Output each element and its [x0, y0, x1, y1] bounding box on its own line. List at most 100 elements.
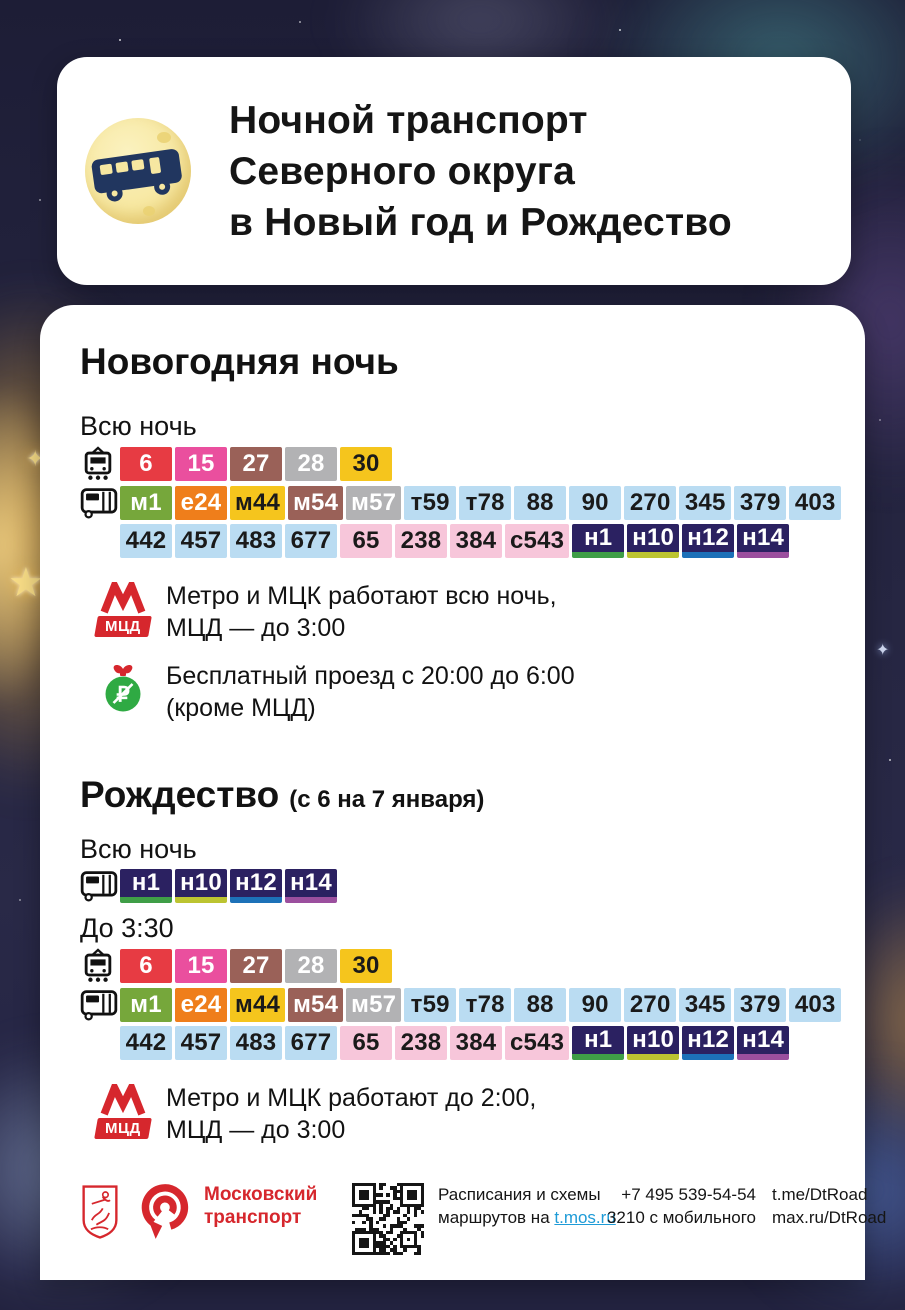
- qr-caption: Расписания и схемы маршрутов на t.mos.ru: [438, 1183, 616, 1229]
- route-badge-н14: н14: [737, 524, 790, 558]
- header-card: Ночной транспорт Северного округа в Новы…: [57, 57, 851, 285]
- tram-badges: 6 15 27 28 30: [120, 447, 392, 481]
- route-badge-457: 457: [175, 1026, 227, 1060]
- metro-note-text: Метро и МЦК работают всю ночь, МЦД — до …: [166, 580, 557, 644]
- free-ride-ornament-icon: ₽: [80, 660, 166, 716]
- bus-badges-row-2: 442 457 483 677 65 238 384 с543 н1 н10 н12 н14: [120, 524, 790, 558]
- route-badge-483: 483: [230, 1026, 282, 1060]
- route-badge-т59: т59: [404, 486, 457, 520]
- route-badge-90: 90: [569, 988, 622, 1022]
- route-badge-30: 30: [340, 949, 392, 983]
- christmas-title-text: Рождество: [80, 774, 280, 815]
- route-badge-н10: н10: [627, 524, 680, 558]
- route-badge-88: 88: [514, 486, 567, 520]
- route-badge-н10: н10: [627, 1026, 680, 1060]
- metro-note-text: Метро и МЦК работают до 2:00, МЦД — до 3…: [166, 1082, 536, 1146]
- bus-badges-row-1: м1 е24 м44 м54 м57 т59 т78 88 90 270 345 379 403: [120, 486, 842, 520]
- route-badge-м57: м57: [346, 988, 402, 1022]
- route-badge-м54: м54: [288, 486, 344, 520]
- route-badge-е24: е24: [175, 988, 227, 1022]
- qr-caption-prefix: маршрутов на: [438, 1208, 555, 1227]
- star-decoration: ✦: [876, 642, 890, 659]
- note-line: Метро и МЦК работают до 2:00,: [166, 1084, 537, 1112]
- route-badge-30: 30: [340, 447, 392, 481]
- route-badge-н10: н10: [175, 869, 227, 903]
- route-badge-483: 483: [230, 524, 282, 558]
- night-badges: н1 н10 н12 н14: [120, 869, 337, 903]
- poster-title-line: Северного округа: [229, 149, 576, 193]
- qr-code: [352, 1183, 424, 1255]
- bus-routes-row-1: м1 е24 м44 м54 м57 т59 т78 88 90 270 345 379 403: [80, 486, 842, 520]
- metro-mcd-icon: МЦД: [80, 580, 166, 637]
- route-badge-15: 15: [175, 949, 227, 983]
- social-links: t.me/DtRoad max.ru/DtRoad: [772, 1183, 886, 1229]
- christmas-title-note: (с 6 на 7 января): [289, 786, 485, 813]
- moscow-transport-brand-text: Московский транспорт: [204, 1183, 317, 1229]
- route-badge-28: 28: [285, 447, 337, 481]
- route-badge-27: 27: [230, 447, 282, 481]
- route-badge-6: 6: [120, 949, 172, 983]
- route-badge-н12: н12: [682, 524, 735, 558]
- route-badge-677: 677: [285, 1026, 337, 1060]
- route-badge-238: 238: [395, 1026, 447, 1060]
- main-card: Новогодняя ночь Всю ночь 6 15 27 28 30 м1 е24: [40, 305, 865, 1280]
- brand-line: транспорт: [204, 1207, 302, 1228]
- route-badge-384: 384: [450, 1026, 502, 1060]
- route-badge-403: 403: [789, 988, 842, 1022]
- route-badge-м57: м57: [346, 486, 402, 520]
- note-line: МЦД — до 3:00: [166, 1116, 346, 1144]
- night-bus-routes-row: н1 н10 н12 н14: [80, 869, 827, 903]
- route-badge-384: 384: [450, 524, 502, 558]
- section-title-christmas: Рождество (с 6 на 7 января): [80, 774, 827, 816]
- route-badge-6: 6: [120, 447, 172, 481]
- route-badge-442: 442: [120, 1026, 172, 1060]
- until-330-label: До 3:30: [80, 913, 174, 943]
- route-badge-345: 345: [679, 988, 732, 1022]
- route-badge-677: 677: [285, 524, 337, 558]
- max-link-text: max.ru/DtRoad: [772, 1208, 887, 1227]
- route-badge-м54: м54: [288, 988, 344, 1022]
- route-badge-м44: м44: [230, 988, 286, 1022]
- route-badge-270: 270: [624, 486, 677, 520]
- qr-caption-line: маршрутов на t.mos.ru: [438, 1206, 616, 1229]
- route-badge-88: 88: [514, 988, 567, 1022]
- free-ride-note: ₽ Бесплатный проезд с 20:00 до 6:00 (кро…: [80, 660, 827, 724]
- route-badge-н14: н14: [285, 869, 337, 903]
- route-badge-м1: м1: [120, 988, 172, 1022]
- route-badge-т59: т59: [404, 988, 457, 1022]
- route-badge-379: 379: [734, 486, 787, 520]
- route-badge-н1: н1: [120, 869, 172, 903]
- all-night-label: Всю ночь: [80, 411, 197, 441]
- route-badge-с543: с543: [505, 1026, 570, 1060]
- tram-routes-row: 6 15 27 28 30: [80, 948, 827, 984]
- route-badge-65: 65: [340, 1026, 392, 1060]
- route-badge-н14: н14: [737, 1026, 790, 1060]
- route-badge-28: 28: [285, 949, 337, 983]
- bus-icon: [80, 487, 120, 519]
- route-badge-238: 238: [395, 524, 447, 558]
- tmosru-link[interactable]: t.mos.ru: [554, 1208, 616, 1227]
- tram-badges: 6 15 27 28 30: [120, 949, 392, 983]
- mcd-badge: МЦД: [94, 1118, 152, 1139]
- moon-bus-icon: [85, 118, 191, 224]
- route-badge-90: 90: [569, 486, 622, 520]
- route-badge-65: 65: [340, 524, 392, 558]
- route-badge-м1: м1: [120, 486, 172, 520]
- note-line: Метро и МЦК работают всю ночь,: [166, 582, 557, 610]
- phone-number: +7 495 539-54-54: [621, 1185, 756, 1204]
- footer: Московский транспорт Расписания и схемы …: [80, 1183, 886, 1259]
- brand-line: Московский: [204, 1184, 318, 1205]
- star-decoration: ★: [8, 561, 44, 605]
- route-badge-15: 15: [175, 447, 227, 481]
- bus-silhouette-icon: [91, 149, 182, 202]
- bus-icon: [80, 989, 120, 1021]
- metro-note: МЦД Метро и МЦК работают до 2:00, МЦД — …: [80, 1082, 827, 1146]
- bus-badges-row-1: м1 е24 м44 м54 м57 т59 т78 88 90 270 345 379 403: [120, 988, 842, 1022]
- tram-icon: [80, 446, 120, 482]
- metro-mcd-icon: МЦД: [80, 1082, 166, 1139]
- bus-routes-row-1: м1 е24 м44 м54 м57 т59 т78 88 90 270 345 379 403: [80, 988, 842, 1022]
- bus-routes-row-2: 442 457 483 677 65 238 384 с543 н1 н10 н12 н14: [120, 524, 827, 558]
- route-badge-т78: т78: [459, 988, 512, 1022]
- contact-phones: +7 495 539-54-54 3210 с мобильного: [578, 1183, 756, 1229]
